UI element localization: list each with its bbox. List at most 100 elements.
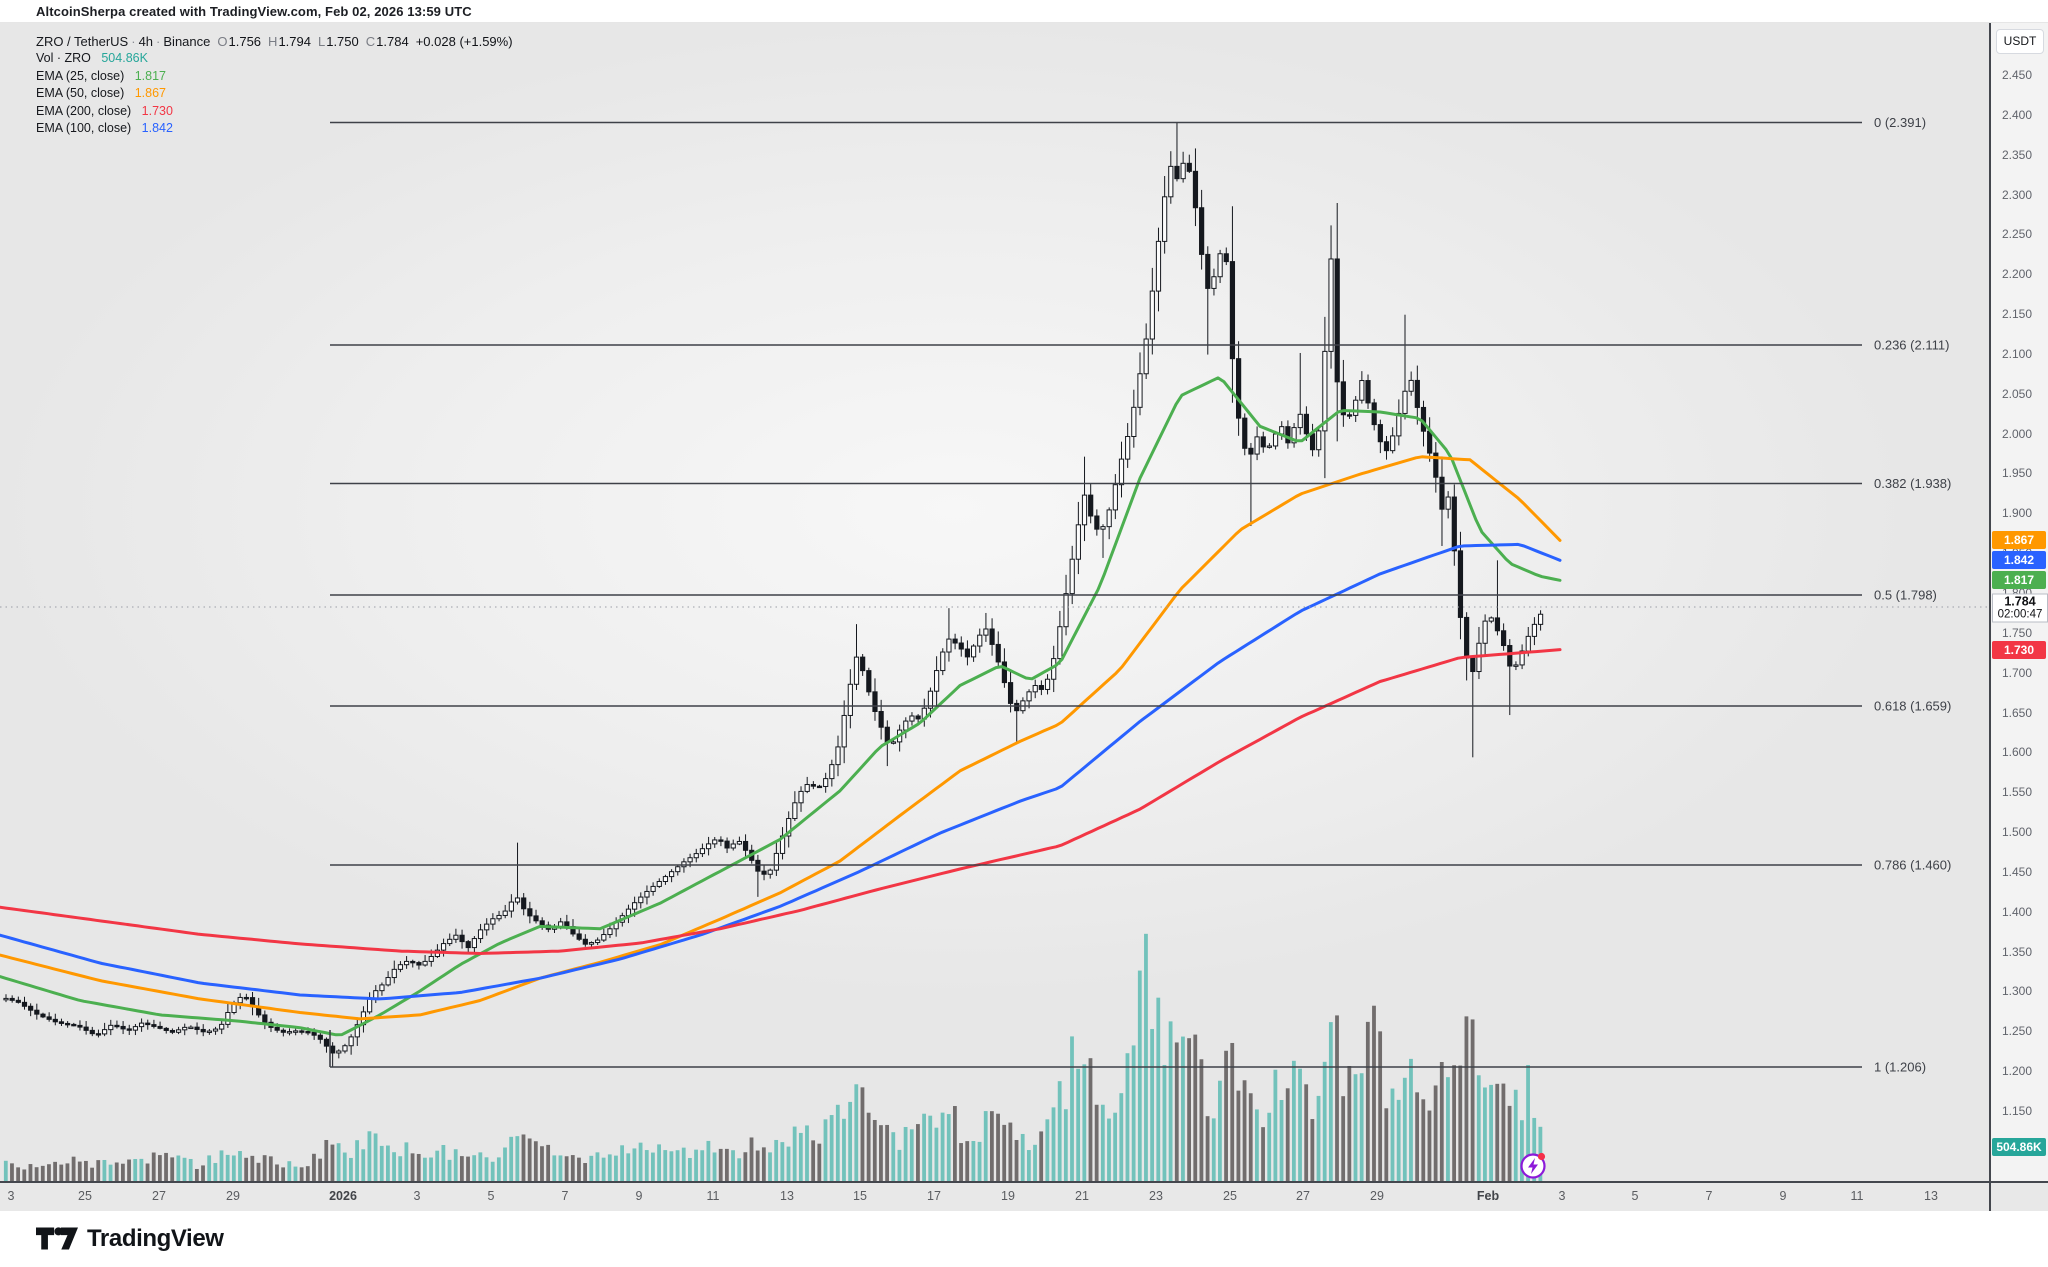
price-tick: 1.450: [2002, 865, 2033, 879]
time-tick: 3: [7, 1189, 15, 1203]
low-value: 1.750: [326, 34, 359, 49]
volume-badge: 504.86K: [1992, 1138, 2046, 1156]
price-tick: 2.450: [2002, 68, 2033, 82]
price-tick: 2.200: [2002, 267, 2033, 281]
ema25-label: EMA (25, close): [36, 68, 125, 83]
price-tick: 2.350: [2002, 148, 2033, 162]
last-price-value: 1.784: [2004, 594, 2036, 609]
price-tick: 1.900: [2002, 506, 2033, 520]
chart-plot-area[interactable]: [0, 23, 1989, 1181]
symbol-row[interactable]: ZRO / TetherUS · 4h · Binance O1.756 H1.794 L1.…: [36, 34, 513, 49]
price-tick: 2.000: [2002, 427, 2033, 441]
fib-level-label[interactable]: 0.382 (1.938): [1874, 476, 1951, 491]
time-tick: 25: [1223, 1189, 1237, 1203]
footer-strip: TradingView: [0, 1211, 2048, 1267]
fib-level-label[interactable]: 0.5 (1.798): [1874, 588, 1937, 603]
tradingview-wordmark: TradingView: [87, 1225, 224, 1252]
ema100-value: 1.842: [141, 120, 173, 135]
ema100-row[interactable]: EMA (100, close) 1.842: [36, 120, 513, 137]
volume-layer: [3, 933, 1543, 1181]
ema25-line[interactable]: [0, 376, 1562, 1037]
bar-countdown: 02:00:47: [1997, 608, 2043, 621]
indicator-price-badge: 1.730: [1992, 641, 2046, 659]
fib-level-label[interactable]: 0.236 (2.111): [1874, 338, 1949, 353]
time-tick: 2026: [329, 1189, 357, 1203]
fib-level-label[interactable]: 0.786 (1.460): [1874, 858, 1951, 873]
ema50-line[interactable]: [0, 455, 1562, 1021]
candles-layer: [3, 122, 1544, 1068]
high-value: 1.794: [278, 34, 311, 49]
currency-unit-button[interactable]: USDT: [1996, 29, 2044, 54]
fib-level-label[interactable]: 0 (2.391): [1874, 115, 1926, 130]
ema100-label: EMA (100, close): [36, 120, 132, 135]
time-tick: 13: [1924, 1189, 1938, 1203]
time-tick: 11: [706, 1189, 720, 1203]
ema50-row[interactable]: EMA (50, close) 1.867: [36, 85, 513, 102]
indicator-price-badge: 1.817: [1992, 571, 2046, 589]
volume-label: Vol · ZRO: [36, 51, 91, 66]
low-label: L: [317, 34, 326, 49]
time-tick: 9: [635, 1189, 643, 1203]
ema50-value: 1.867: [134, 86, 166, 101]
time-tick: 9: [1779, 1189, 1787, 1203]
time-tick: 3: [1558, 1189, 1566, 1203]
tradingview-logo[interactable]: TradingView: [36, 1225, 224, 1253]
chart-layers: 0 (2.391) 0.236 (2.111) 0.382 (1.938) 0.5 (…: [0, 115, 1989, 1181]
price-tick: 2.050: [2002, 387, 2033, 401]
ema50-label: EMA (50, close): [36, 86, 125, 101]
time-tick: 25: [78, 1189, 92, 1203]
time-tick: 29: [1370, 1189, 1384, 1203]
volume-value: 504.86K: [101, 51, 148, 66]
last-price-box: 1.784 02:00:47: [1992, 593, 2048, 623]
close-value: 1.784: [376, 34, 409, 49]
chart-legend: ZRO / TetherUS · 4h · Binance O1.756 H1.794 L1.…: [36, 33, 513, 137]
time-tick: 5: [1631, 1189, 1639, 1203]
time-tick: 13: [780, 1189, 794, 1203]
tradingview-logo-icon: [36, 1227, 78, 1250]
open-label: O: [217, 34, 228, 49]
price-tick: 2.400: [2002, 108, 2033, 122]
time-tick: 21: [1075, 1189, 1089, 1203]
axis-corner-divider: [1989, 1183, 1991, 1213]
attribution-text: AltcoinSherpa created with TradingView.c…: [36, 4, 472, 19]
time-tick: 27: [1296, 1189, 1310, 1203]
ema100-line[interactable]: [0, 542, 1562, 1001]
ema200-value: 1.730: [141, 103, 173, 118]
fib-level-label[interactable]: 0.618 (1.659): [1874, 699, 1951, 714]
time-tick: 11: [1850, 1189, 1864, 1203]
fib-level-label[interactable]: 1 (1.206): [1874, 1060, 1926, 1075]
symbol-name: ZRO / TetherUS: [36, 34, 129, 49]
price-tick: 1.700: [2002, 666, 2033, 680]
ema200-row[interactable]: EMA (200, close) 1.730: [36, 103, 513, 120]
price-tick: 1.300: [2002, 984, 2033, 998]
high-label: H: [268, 34, 278, 49]
time-tick: 17: [927, 1189, 941, 1203]
time-tick: 23: [1149, 1189, 1163, 1203]
close-label: C: [365, 34, 376, 49]
time-tick: 15: [853, 1189, 867, 1203]
price-axis[interactable]: USDT 2.450 2.400 2.350 2.300 2.250 2.200 2.150…: [1989, 23, 2048, 1181]
ema200-line[interactable]: [0, 648, 1562, 955]
ema25-row[interactable]: EMA (25, close) 1.817: [36, 68, 513, 85]
change-value: +0.028 (+1.59%): [415, 34, 513, 49]
ema-lines-layer: [0, 376, 1562, 1037]
volume-indicator-row[interactable]: Vol · ZRO 504.86K: [36, 50, 513, 67]
interval-label: 4h: [138, 34, 154, 49]
price-tick: 1.250: [2002, 1024, 2033, 1038]
time-axis[interactable]: 3 25 27 29 2026 3 5 7 9 11 13 15 17 19 21 23 25 27 29 Feb 3 5…: [0, 1181, 2048, 1213]
time-tick: 27: [152, 1189, 166, 1203]
price-tick: 1.200: [2002, 1064, 2033, 1078]
lightning-marker-icon[interactable]: [1520, 1152, 1546, 1179]
open-value: 1.756: [228, 34, 262, 49]
price-tick: 1.950: [2002, 466, 2033, 480]
price-tick: 2.100: [2002, 347, 2033, 361]
time-tick: 5: [487, 1189, 495, 1203]
price-tick: 1.150: [2002, 1104, 2033, 1118]
time-tick: 19: [1001, 1189, 1015, 1203]
ema25-value: 1.817: [134, 68, 166, 83]
exchange-label: Binance: [163, 34, 211, 49]
price-tick: 1.600: [2002, 745, 2033, 759]
price-tick: 1.550: [2002, 785, 2033, 799]
